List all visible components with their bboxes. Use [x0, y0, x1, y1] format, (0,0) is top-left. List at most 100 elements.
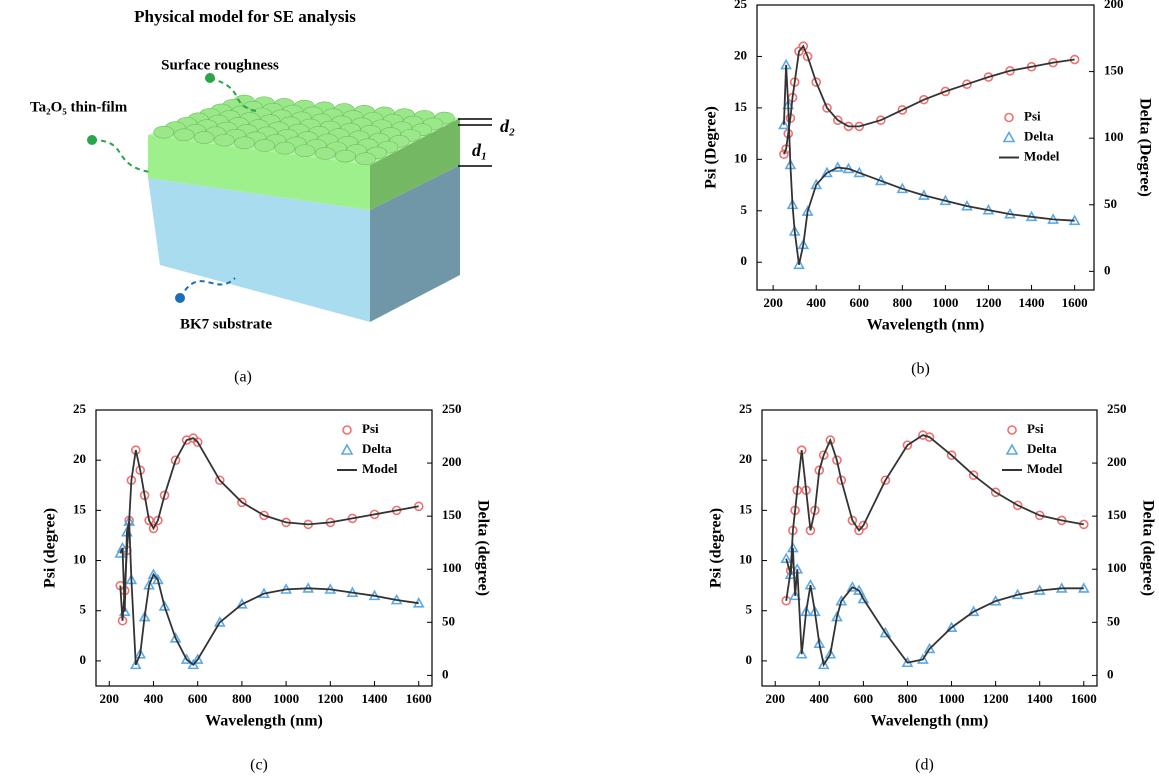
- x-axis-title: Wavelength (nm): [867, 317, 985, 334]
- psi-point: [818, 450, 829, 460]
- x-tick-label: 200: [763, 295, 783, 310]
- y2-tick-label: 0: [1104, 262, 1111, 277]
- y-tick-label: 10: [734, 150, 747, 165]
- x-tick-label: 1400: [1019, 295, 1045, 310]
- y-tick-label: 15: [734, 99, 748, 114]
- delta-point: [879, 626, 892, 638]
- delta-point: [817, 658, 830, 670]
- psi-point: [798, 41, 809, 51]
- psi-point: [858, 520, 869, 531]
- d1-label: d₁: [472, 140, 487, 160]
- pointer: [179, 277, 236, 299]
- y-tick-label: 20: [73, 451, 86, 466]
- psi-point: [847, 515, 858, 526]
- psi-point: [836, 475, 847, 486]
- legend-label: Psi: [1027, 421, 1044, 436]
- film-label: Ta₂O₅ thin-film: [30, 99, 128, 115]
- surface-label: Surface roughness: [161, 57, 279, 73]
- y-tick-label: 0: [80, 652, 87, 667]
- delta-point: [810, 178, 823, 190]
- x-tick-label: 200: [765, 691, 785, 706]
- chart: 200 400 600 800 1000 1200 1400 1600051015202505…: [703, 0, 1154, 378]
- y2-tick-label: 100: [1107, 560, 1127, 575]
- bump: [234, 136, 255, 150]
- film-front: [148, 135, 370, 210]
- delta-point: [793, 258, 805, 270]
- pointer-dot: [205, 73, 215, 83]
- roughness: [153, 94, 455, 166]
- psi-point: [170, 455, 181, 465]
- y2-axis-title: Delta (degree): [474, 500, 491, 596]
- model-line: [119, 521, 419, 667]
- x-axis-title: Wavelength (nm): [871, 713, 989, 730]
- pointer: [209, 77, 261, 113]
- delta-point: [134, 648, 147, 659]
- y-tick-label: 25: [739, 401, 753, 416]
- x-tick-label: 1200: [983, 691, 1009, 706]
- y-tick-label: 5: [746, 602, 753, 617]
- caption: (c): [250, 757, 268, 774]
- film-side: [370, 118, 460, 210]
- delta-point: [857, 592, 870, 604]
- legend-label: Delta: [1027, 441, 1057, 456]
- psi-point: [876, 115, 886, 126]
- y-tick-label: 15: [73, 501, 87, 516]
- x-tick-label: 400: [806, 295, 826, 310]
- bump: [274, 141, 296, 155]
- bump: [193, 131, 215, 144]
- y2-axis-title: Delta (Degree): [1136, 98, 1153, 197]
- legend-label: Model: [1024, 148, 1060, 163]
- y2-tick-label: 200: [442, 454, 462, 469]
- legend-label: Psi: [362, 421, 379, 436]
- y-tick-label: 25: [73, 401, 87, 416]
- delta-point: [824, 648, 837, 659]
- bump: [173, 128, 195, 142]
- y-tick-label: 10: [739, 552, 752, 567]
- y2-tick-label: 100: [442, 560, 462, 575]
- x-tick-label: 1000: [939, 691, 965, 706]
- caption: (a): [234, 369, 252, 386]
- bump: [254, 139, 275, 152]
- psi-point: [779, 149, 789, 159]
- x-tick-label: 1200: [317, 691, 343, 706]
- legend-marker: [342, 425, 352, 435]
- y-axis-title: Psi (Degree): [703, 106, 720, 189]
- psi-point: [880, 475, 891, 486]
- delta-point: [795, 648, 808, 659]
- y2-tick-label: 150: [442, 507, 462, 522]
- bump: [153, 125, 175, 139]
- delta-point: [789, 589, 801, 601]
- pointer-dot: [175, 293, 185, 303]
- plot-frame: [756, 4, 1095, 291]
- psi-point: [214, 475, 225, 486]
- delta-point: [923, 642, 936, 654]
- y-tick-label: 5: [80, 602, 87, 617]
- y-tick-label: 20: [734, 47, 747, 62]
- delta-point: [784, 568, 797, 579]
- model-line: [783, 64, 1075, 265]
- psi-point: [822, 103, 832, 113]
- model-line: [783, 44, 1075, 155]
- y2-tick-label: 150: [1107, 507, 1127, 522]
- pointer: [91, 139, 151, 173]
- plot-frame: [761, 409, 1098, 687]
- chart: 200 400 600 800 1000 1200 1400 1600051015202505…: [708, 401, 1157, 774]
- delta-point: [187, 658, 200, 670]
- psi-point: [983, 72, 994, 82]
- x-tick-label: 1600: [406, 691, 432, 706]
- x-tick-label: 400: [810, 691, 830, 706]
- psi-point: [802, 51, 813, 62]
- bump: [335, 149, 356, 163]
- diagram: Physical model for SE analysis d₂ d₁ Sur…: [30, 7, 515, 386]
- delta-point: [129, 658, 142, 670]
- y-tick-label: 25: [734, 0, 748, 11]
- y2-tick-label: 150: [1104, 63, 1124, 78]
- caption: (d): [915, 757, 934, 774]
- x-tick-label: 1000: [273, 691, 299, 706]
- delta-point: [191, 653, 204, 664]
- y2-tick-label: 250: [1107, 401, 1127, 416]
- legend-label: Delta: [1024, 128, 1054, 143]
- psi-point: [811, 77, 822, 87]
- y2-tick-label: 200: [1104, 0, 1124, 11]
- x-tick-label: 400: [144, 691, 164, 706]
